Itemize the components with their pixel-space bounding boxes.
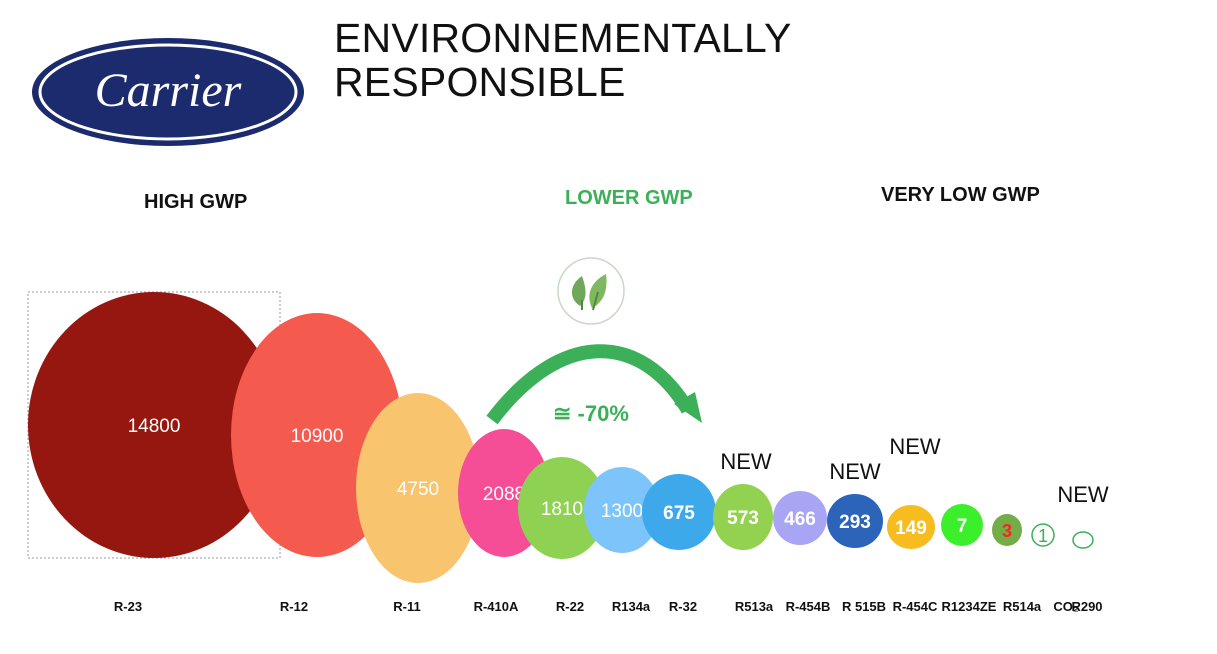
category-label-r-410a: R-410A	[474, 599, 519, 614]
value-label-r-454b: 466	[784, 509, 816, 530]
reduction-label: ≅ -70%	[553, 401, 629, 426]
category-label-r514a: R514a	[1003, 599, 1042, 614]
new-tag-r290: NEW	[1057, 482, 1109, 507]
group-label-lower-gwp: LOWER GWP	[565, 187, 693, 209]
bubble-co-	[1031, 523, 1055, 547]
logo-text: Carrier	[95, 64, 242, 117]
new-tag-r513a: NEW	[720, 449, 772, 474]
bubble-r-515b	[827, 494, 883, 548]
category-label-r290: R290	[1071, 599, 1102, 614]
value-label-r-22: 1810	[541, 499, 583, 520]
value-label-r-11: 4750	[397, 479, 439, 500]
new-tag-r-454c: NEW	[889, 434, 941, 459]
bubble-r514a	[992, 514, 1022, 546]
title-line-2: RESPONSIBLE	[334, 59, 626, 105]
value-label-r-12: 10900	[291, 426, 344, 447]
category-label-r-454b: R-454B	[786, 599, 831, 614]
carrier-logo: Carrier	[32, 38, 304, 146]
value-label-r-515b: 293	[839, 512, 871, 533]
bubble-r134a	[584, 467, 660, 553]
value-label-r-454c: 149	[895, 518, 927, 539]
category-label-co-: CO₂	[1053, 599, 1079, 614]
reduction-arrowhead	[674, 392, 702, 423]
bubble-r-454b	[773, 491, 827, 545]
value-label-r1234ze: 7	[957, 516, 968, 537]
bubble-r-454c	[887, 505, 935, 549]
value-label-r514a: 3	[1002, 521, 1012, 541]
value-label-r513a: 573	[727, 508, 759, 529]
category-label-r-11: R-11	[393, 599, 420, 614]
bubble-r-22	[518, 457, 606, 559]
category-label-r-32: R-32	[669, 599, 697, 614]
bubble-r-11	[356, 393, 480, 583]
bubble-r-32	[642, 474, 716, 550]
value-label-r-410a: 2088	[483, 484, 525, 505]
category-label-r1234ze: R1234ZE	[942, 599, 997, 614]
bubble-r-23	[28, 292, 280, 558]
category-label-r513a: R513a	[735, 599, 774, 614]
page-title: ENVIRONNEMENTALLY RESPONSIBLE	[334, 16, 792, 104]
category-label-r134a: R134a	[612, 599, 651, 614]
bubble-r1234ze	[941, 504, 983, 546]
bubble-r290	[1072, 531, 1094, 549]
category-label-r-23: R-23	[114, 599, 142, 614]
category-label-r-22: R-22	[556, 599, 584, 614]
value-label-r134a: 1300	[601, 501, 643, 522]
reduction-arrow	[486, 344, 694, 425]
new-tag-r-515b: NEW	[829, 459, 881, 484]
category-label-r-454c: R-454C	[893, 599, 938, 614]
group-label-high-gwp: HIGH GWP	[144, 191, 248, 213]
value-label-r-32: 675	[663, 503, 695, 524]
leaf-icon	[557, 257, 625, 325]
category-label-r-515b: R 515B	[842, 599, 886, 614]
group-label-very-low-gwp: VERY LOW GWP	[881, 184, 1040, 206]
title-line-1: ENVIRONNEMENTALLY	[334, 15, 792, 61]
value-label-co-: 1	[1038, 526, 1048, 546]
value-label-r-23: 14800	[128, 416, 181, 437]
bubble-r513a	[713, 484, 773, 550]
category-label-r-12: R-12	[280, 599, 308, 614]
